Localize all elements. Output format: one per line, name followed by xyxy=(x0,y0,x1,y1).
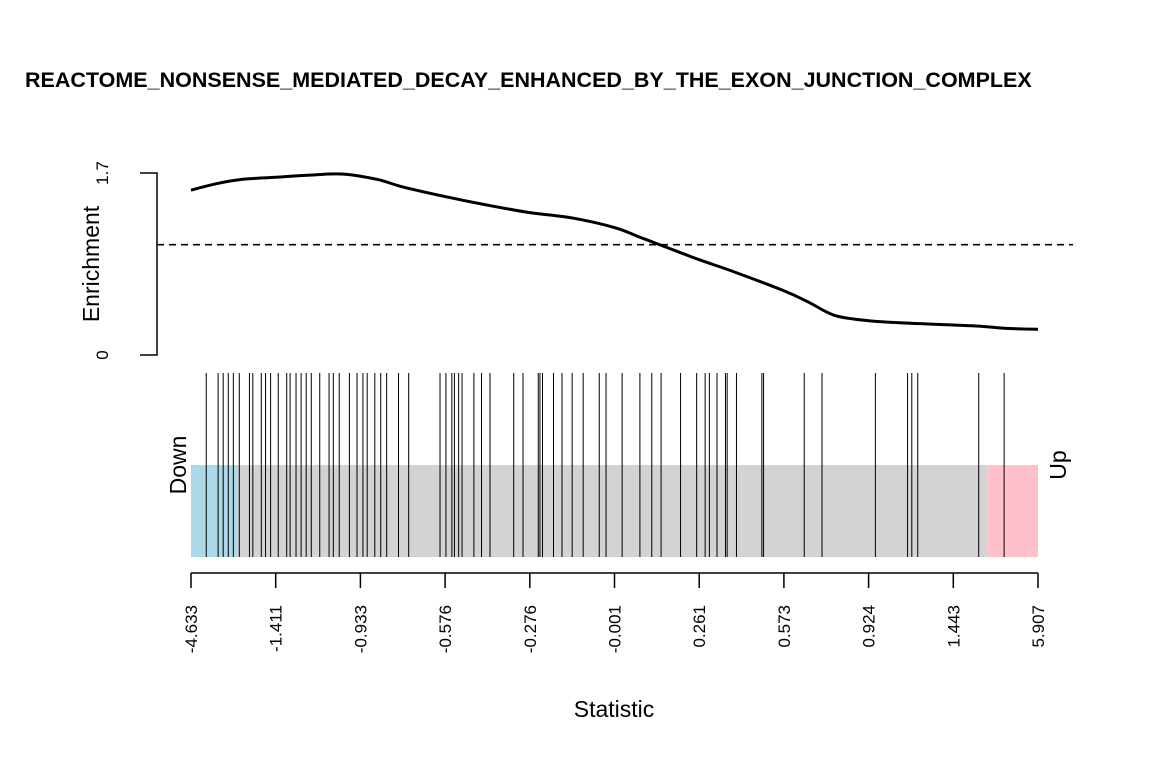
x-tick-label: -0.276 xyxy=(521,605,540,653)
x-tick-label: -0.933 xyxy=(351,605,370,653)
x-axis: -4.633 -1.411 -0.933 -0.576 -0.276 -0.001 0.26… xyxy=(182,572,1048,722)
x-tick-label: -1.411 xyxy=(267,605,286,652)
x-tick-group: -4.633 -1.411 -0.933 -0.576 -0.276 -0.001 0.26… xyxy=(182,573,1048,653)
x-tick-label: 0.261 xyxy=(690,605,709,648)
x-tick-label: 5.907 xyxy=(1029,605,1048,648)
chart-title: REACTOME_NONSENSE_MEDIATED_DECAY_ENHANCE… xyxy=(25,68,1032,92)
up-label: Up xyxy=(1045,450,1071,479)
x-axis-label: Statistic xyxy=(574,696,655,722)
x-tick-label: -0.576 xyxy=(436,605,455,653)
enrichment-axis-label: Enrichment xyxy=(78,205,104,322)
x-tick-label: -4.633 xyxy=(182,605,201,653)
barcode-panel: Down Up xyxy=(165,373,1071,557)
x-tick-label: -0.001 xyxy=(606,605,625,653)
y-tick-min: 0 xyxy=(93,350,112,359)
middle-region xyxy=(237,465,988,557)
x-tick-label: 0.573 xyxy=(775,605,794,648)
enrichment-panel: 1.7 0 Enrichment xyxy=(78,161,1073,360)
up-region xyxy=(987,465,1038,557)
x-tick-label: 0.924 xyxy=(860,605,879,648)
down-label: Down xyxy=(165,436,191,495)
down-region xyxy=(191,465,238,557)
x-tick-label: 1.443 xyxy=(944,605,963,648)
gene-barcode-lines xyxy=(205,373,1005,557)
enrichment-curve xyxy=(190,172,1039,331)
y-tick-max: 1.7 xyxy=(93,161,112,185)
enrichment-y-axis xyxy=(140,172,158,356)
